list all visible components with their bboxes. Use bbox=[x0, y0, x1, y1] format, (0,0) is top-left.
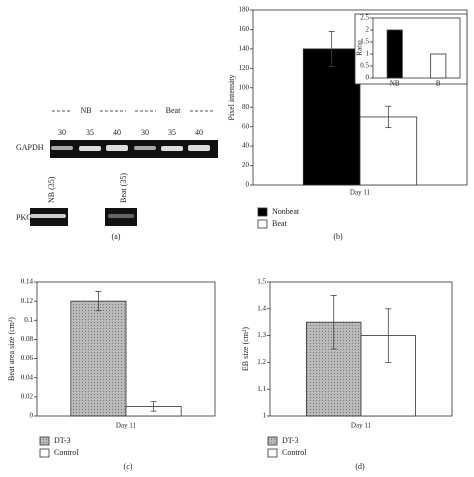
y-tick-label: 0.04 bbox=[21, 373, 34, 381]
band bbox=[161, 146, 183, 151]
legend-swatch bbox=[267, 436, 278, 446]
lane-label: 30 bbox=[58, 128, 66, 137]
y-tick-label: 0.5 bbox=[360, 62, 369, 70]
y-tick-label: 2.5 bbox=[360, 14, 369, 22]
x-tick-label: NB bbox=[390, 80, 400, 88]
bar bbox=[430, 53, 447, 79]
x-tick-label: B bbox=[436, 80, 441, 88]
panel-label: (c) bbox=[124, 462, 133, 471]
lane-label: NB (35) bbox=[47, 176, 56, 203]
plot-frame bbox=[372, 17, 461, 79]
gel-panel: NB Beat 30 35 40 30 35 40 GAPDH PKG1 NB (35) … bbox=[16, 106, 218, 241]
x-tick-label: Day 11 bbox=[350, 189, 371, 197]
y-tick-label: 160 bbox=[239, 25, 250, 33]
lane-label: 35 bbox=[86, 128, 94, 137]
legend-label: DT-3 bbox=[282, 436, 299, 445]
y-tick-label: 1 bbox=[366, 50, 370, 58]
y-tick-label: 0.14 bbox=[21, 278, 34, 286]
group-label: NB bbox=[80, 106, 91, 115]
row-label: PKG1 bbox=[16, 213, 36, 222]
y-tick-label: 180 bbox=[239, 6, 250, 14]
band bbox=[30, 214, 66, 218]
bar bbox=[386, 29, 403, 79]
x-tick-label: Day 11 bbox=[116, 422, 137, 430]
y-tick-label: 60 bbox=[242, 122, 250, 130]
lane-label: Beat (35) bbox=[119, 173, 128, 203]
group-label: Beat bbox=[166, 106, 181, 115]
band bbox=[134, 146, 156, 150]
y-tick-label: 40 bbox=[242, 142, 250, 150]
bar bbox=[359, 116, 418, 186]
y-tick-label: 2 bbox=[366, 26, 370, 34]
panel-label: (a) bbox=[112, 232, 121, 241]
y-tick-label: 140 bbox=[239, 44, 250, 52]
panel-label: (b) bbox=[333, 232, 343, 241]
y-tick-label: 0.08 bbox=[21, 335, 34, 343]
y-tick-label: 1.4 bbox=[257, 304, 266, 312]
legend-label: Control bbox=[54, 448, 79, 457]
y-tick-label: 1.5 bbox=[360, 38, 369, 46]
inset-frame bbox=[354, 13, 468, 85]
x-tick-label: Day 11 bbox=[351, 422, 372, 430]
band bbox=[106, 145, 128, 151]
y-tick-label: 80 bbox=[242, 103, 250, 111]
row-label: GAPDH bbox=[16, 143, 44, 152]
y-tick-label: 0.06 bbox=[21, 354, 34, 362]
y-axis-label: EB size (cm²) bbox=[241, 327, 250, 371]
y-tick-label: 0 bbox=[366, 74, 370, 82]
legend-swatch bbox=[39, 448, 50, 458]
y-tick-label: 1 bbox=[263, 412, 267, 420]
gel-strip bbox=[50, 140, 218, 158]
y-axis-label: Ratio bbox=[356, 40, 364, 56]
lane-label: 30 bbox=[141, 128, 149, 137]
legend-label: Beat bbox=[272, 219, 287, 228]
legend-swatch bbox=[257, 219, 268, 229]
y-tick-label: 20 bbox=[242, 161, 250, 169]
y-tick-label: 100 bbox=[239, 83, 250, 91]
band bbox=[79, 146, 101, 151]
bar bbox=[70, 300, 127, 417]
legend-label: DT-3 bbox=[54, 436, 71, 445]
bands bbox=[51, 145, 210, 151]
y-tick-label: 1.3 bbox=[257, 331, 266, 339]
y-tick-label: 120 bbox=[239, 64, 250, 72]
y-tick-label: 0.02 bbox=[21, 392, 34, 400]
band bbox=[51, 146, 73, 150]
legend-label: Nonbeat bbox=[272, 207, 300, 216]
y-tick-label: 1.2 bbox=[257, 358, 266, 366]
y-tick-label: 1.1 bbox=[257, 385, 266, 393]
lane-label: 40 bbox=[195, 128, 203, 137]
y-tick-label: 0.1 bbox=[24, 316, 33, 324]
y-tick-label: 0 bbox=[30, 412, 34, 420]
panel-label: (d) bbox=[355, 462, 365, 471]
y-axis-label: Beat area size (cm²) bbox=[7, 317, 16, 381]
legend-swatch bbox=[267, 448, 278, 458]
legend-swatch bbox=[257, 207, 268, 217]
band bbox=[188, 145, 210, 151]
band bbox=[108, 214, 134, 218]
y-tick-label: 1.5 bbox=[257, 278, 266, 286]
y-axis-label: Pixel intensity bbox=[227, 75, 236, 121]
legend-label: Control bbox=[282, 448, 307, 457]
lane-labels: 30 35 40 30 35 40 bbox=[58, 128, 203, 137]
lane-label: 40 bbox=[113, 128, 121, 137]
y-tick-label: 0 bbox=[246, 181, 250, 189]
legend-swatch bbox=[39, 436, 50, 446]
bar bbox=[302, 48, 361, 186]
y-tick-label: 0.12 bbox=[21, 297, 34, 305]
lane-label: 35 bbox=[168, 128, 176, 137]
